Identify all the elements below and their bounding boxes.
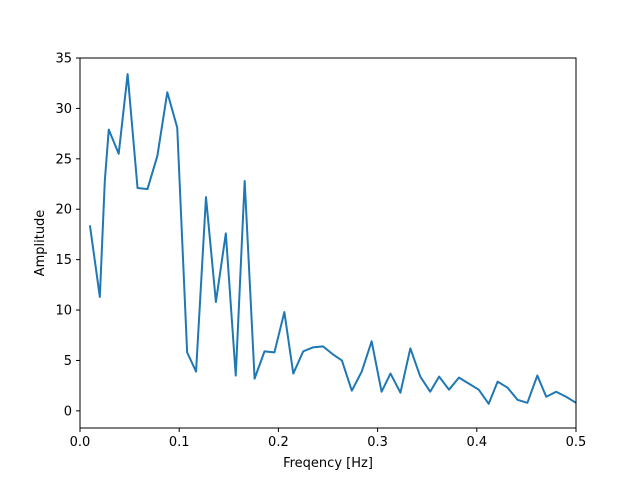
x-tick-label: 0.2	[268, 435, 289, 450]
y-tick-label: 5	[64, 354, 72, 369]
y-tick-label: 30	[55, 102, 72, 117]
axes-frame	[79, 57, 577, 429]
y-tick-label: 10	[55, 304, 72, 319]
x-tick-label: 0.5	[566, 435, 587, 450]
y-tick-label: 35	[55, 52, 72, 67]
y-tick-label: 25	[55, 152, 72, 167]
plot-area	[88, 73, 577, 405]
y-axis-ticks: 0 5 10 15 20 25 30 35	[55, 52, 80, 419]
x-tick-label: 0.0	[70, 435, 91, 450]
x-axis-ticks: 0.0 0.1 0.2 0.3 0.4 0.5	[70, 428, 587, 450]
series-line-1	[88, 73, 577, 405]
x-tick-label: 0.4	[466, 435, 487, 450]
y-tick-label: 15	[55, 253, 72, 268]
y-axis-label: Amplitude	[33, 210, 48, 277]
y-tick-label: 0	[64, 404, 72, 419]
x-tick-label: 0.3	[367, 435, 388, 450]
x-axis-label: Freqency [Hz]	[283, 456, 373, 471]
y-tick-label: 20	[55, 203, 72, 218]
x-tick-label: 0.1	[169, 435, 190, 450]
